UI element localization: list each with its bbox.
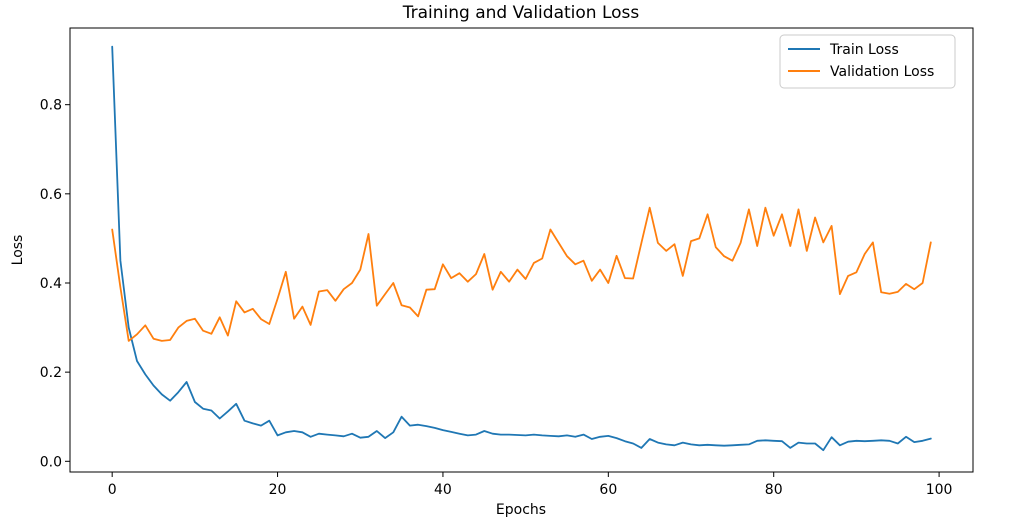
chart-title: Training and Validation Loss <box>402 3 640 23</box>
x-tick-label: 20 <box>269 482 287 498</box>
x-tick-label: 60 <box>599 482 617 498</box>
legend-box <box>779 34 956 89</box>
legend: Train Loss Validation Loss <box>779 34 956 89</box>
series-line-train-loss <box>111 45 932 452</box>
y-tick-label: 0.8 <box>40 98 62 114</box>
y-tick-label: 0.6 <box>40 187 62 203</box>
x-tick-label: 40 <box>434 482 452 498</box>
plot-border <box>69 27 974 473</box>
y-tick-label: 0.0 <box>40 454 62 470</box>
series-lines <box>111 45 932 452</box>
x-tick-label: 80 <box>765 482 783 498</box>
y-axis-label: Loss <box>10 235 26 266</box>
series-line-validation-loss <box>111 206 932 342</box>
tick-marks-and-labels: 0 20 40 60 80 100 0.0 0.2 0.4 0.6 0.8 <box>40 98 953 498</box>
legend-label-train-loss: Train Loss <box>829 42 899 58</box>
y-tick-label: 0.4 <box>40 276 62 292</box>
y-tick-label: 0.2 <box>40 365 62 381</box>
x-axis-label: Epochs <box>496 502 546 518</box>
legend-label-validation-loss: Validation Loss <box>830 64 934 80</box>
x-tick-label: 100 <box>926 482 953 498</box>
axes <box>69 27 974 473</box>
x-tick-label: 0 <box>108 482 117 498</box>
